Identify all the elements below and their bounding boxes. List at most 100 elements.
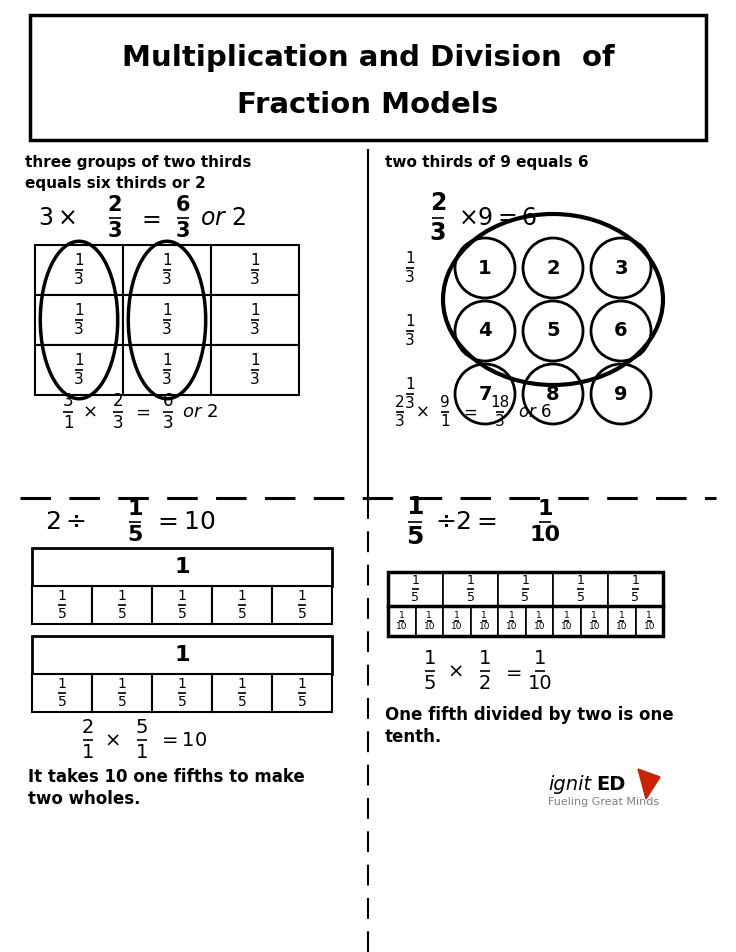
Text: 5: 5 bbox=[631, 590, 640, 604]
Text: 2: 2 bbox=[113, 392, 124, 410]
Text: 1: 1 bbox=[177, 589, 186, 604]
Text: 1: 1 bbox=[467, 574, 475, 587]
Text: 3: 3 bbox=[395, 414, 405, 429]
Text: $=$: $=$ bbox=[502, 662, 522, 681]
Text: 1: 1 bbox=[646, 611, 652, 620]
Polygon shape bbox=[32, 636, 332, 674]
Text: 1: 1 bbox=[118, 677, 127, 691]
Text: 3: 3 bbox=[162, 372, 172, 387]
Polygon shape bbox=[35, 245, 123, 295]
Text: 3: 3 bbox=[162, 322, 172, 337]
Text: 1: 1 bbox=[478, 259, 492, 277]
Text: $= 10$: $= 10$ bbox=[158, 730, 208, 749]
Text: 1: 1 bbox=[238, 677, 247, 691]
Text: 1: 1 bbox=[426, 611, 432, 620]
Text: 1: 1 bbox=[82, 743, 94, 762]
Text: 6: 6 bbox=[614, 322, 628, 341]
Text: 6: 6 bbox=[176, 195, 190, 215]
Polygon shape bbox=[123, 295, 211, 345]
Text: 9: 9 bbox=[615, 385, 628, 404]
Text: 2: 2 bbox=[546, 259, 560, 277]
Polygon shape bbox=[123, 245, 211, 295]
Text: 3: 3 bbox=[74, 322, 84, 337]
Text: 3: 3 bbox=[74, 272, 84, 287]
Text: 3: 3 bbox=[495, 414, 505, 429]
Polygon shape bbox=[498, 572, 553, 606]
Text: ED: ED bbox=[596, 775, 626, 794]
Text: 1: 1 bbox=[631, 574, 640, 587]
Text: 5: 5 bbox=[406, 526, 424, 549]
Text: 10: 10 bbox=[423, 623, 435, 631]
Text: $or\ 6$: $or\ 6$ bbox=[518, 403, 552, 421]
Text: 1: 1 bbox=[424, 649, 436, 668]
Text: 1: 1 bbox=[406, 377, 415, 392]
Text: 1: 1 bbox=[522, 574, 529, 587]
Text: 1: 1 bbox=[297, 677, 306, 691]
Text: 1: 1 bbox=[399, 611, 405, 620]
Text: One fifth divided by two is one: One fifth divided by two is one bbox=[385, 706, 673, 724]
Polygon shape bbox=[388, 572, 443, 606]
Text: Fraction Models: Fraction Models bbox=[238, 91, 498, 119]
Text: 3: 3 bbox=[250, 372, 260, 387]
Text: 5: 5 bbox=[546, 322, 560, 341]
Text: 1: 1 bbox=[534, 649, 546, 668]
Text: 1: 1 bbox=[74, 303, 84, 318]
Polygon shape bbox=[526, 606, 553, 636]
Text: $or\ 2$: $or\ 2$ bbox=[200, 206, 247, 230]
Polygon shape bbox=[638, 769, 660, 799]
Text: 1: 1 bbox=[250, 253, 260, 268]
Text: 5: 5 bbox=[576, 590, 584, 604]
Polygon shape bbox=[416, 606, 443, 636]
Text: 5: 5 bbox=[238, 695, 247, 709]
Text: 9: 9 bbox=[440, 395, 450, 410]
Polygon shape bbox=[152, 586, 212, 624]
Text: 7: 7 bbox=[478, 385, 492, 404]
Text: 1: 1 bbox=[74, 353, 84, 368]
Text: 3: 3 bbox=[250, 322, 260, 337]
Polygon shape bbox=[92, 674, 152, 712]
Text: 1: 1 bbox=[127, 499, 143, 519]
Text: 10: 10 bbox=[506, 623, 517, 631]
Polygon shape bbox=[32, 674, 92, 712]
Text: 1: 1 bbox=[619, 611, 625, 620]
Text: $\times$: $\times$ bbox=[415, 403, 428, 421]
Text: 10: 10 bbox=[616, 623, 628, 631]
Polygon shape bbox=[443, 606, 470, 636]
Text: Fueling Great Minds: Fueling Great Minds bbox=[548, 797, 659, 807]
Text: 10: 10 bbox=[561, 623, 573, 631]
Polygon shape bbox=[498, 606, 526, 636]
Text: 5: 5 bbox=[57, 606, 66, 621]
Text: 1: 1 bbox=[250, 303, 260, 318]
Text: 1: 1 bbox=[162, 303, 171, 318]
Text: 10: 10 bbox=[478, 623, 490, 631]
Text: 1: 1 bbox=[406, 314, 415, 329]
Text: 1: 1 bbox=[118, 589, 127, 604]
Polygon shape bbox=[35, 345, 123, 395]
Text: $=$: $=$ bbox=[460, 403, 478, 421]
Text: 5: 5 bbox=[411, 590, 420, 604]
Text: It takes 10 one fifths to make: It takes 10 one fifths to make bbox=[28, 768, 305, 786]
Polygon shape bbox=[608, 606, 635, 636]
Polygon shape bbox=[272, 674, 332, 712]
Text: 3: 3 bbox=[74, 372, 84, 387]
Text: 3: 3 bbox=[163, 414, 173, 432]
Text: 2: 2 bbox=[395, 395, 405, 410]
Text: 3: 3 bbox=[430, 221, 446, 245]
Polygon shape bbox=[443, 572, 498, 606]
Polygon shape bbox=[35, 295, 123, 345]
Text: 2: 2 bbox=[430, 191, 446, 215]
Text: 1: 1 bbox=[454, 611, 459, 620]
Text: 10: 10 bbox=[528, 673, 552, 692]
Text: 3: 3 bbox=[405, 333, 415, 348]
Text: 1: 1 bbox=[509, 611, 514, 620]
Text: 1: 1 bbox=[136, 743, 148, 762]
Text: Multiplication and Division  of: Multiplication and Division of bbox=[121, 44, 615, 72]
Text: 1: 1 bbox=[479, 649, 491, 668]
Text: $=$: $=$ bbox=[132, 403, 151, 421]
Text: 2: 2 bbox=[107, 195, 122, 215]
Text: 10: 10 bbox=[529, 525, 561, 545]
Text: 4: 4 bbox=[478, 322, 492, 341]
Text: 6: 6 bbox=[163, 392, 173, 410]
Text: $2 \div$: $2 \div$ bbox=[45, 510, 86, 534]
Text: 1: 1 bbox=[564, 611, 570, 620]
